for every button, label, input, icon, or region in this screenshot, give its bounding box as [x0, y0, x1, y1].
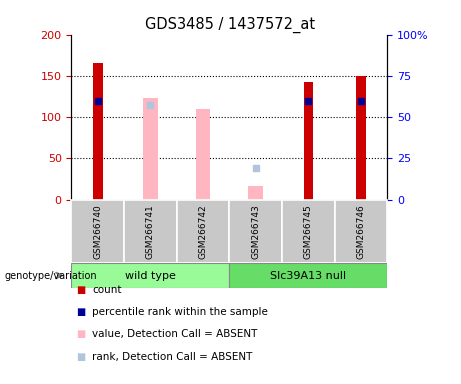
Text: ■: ■: [76, 329, 85, 339]
Bar: [248, 187, 263, 200]
Bar: [71, 263, 229, 288]
Text: Slc39A13 null: Slc39A13 null: [270, 270, 346, 281]
Bar: [124, 200, 177, 263]
Text: percentile rank within the sample: percentile rank within the sample: [92, 307, 268, 317]
Text: GSM266741: GSM266741: [146, 204, 155, 259]
Bar: [356, 76, 366, 200]
Bar: [177, 200, 229, 263]
Text: ■: ■: [76, 307, 85, 317]
Bar: [93, 63, 102, 200]
Text: GSM266746: GSM266746: [356, 204, 366, 259]
Text: ■: ■: [76, 285, 85, 295]
Text: value, Detection Call = ABSENT: value, Detection Call = ABSENT: [92, 329, 258, 339]
Text: count: count: [92, 285, 122, 295]
Bar: [143, 98, 158, 200]
Bar: [282, 200, 335, 263]
Text: genotype/variation: genotype/variation: [5, 270, 97, 281]
Text: ■: ■: [76, 352, 85, 362]
Text: wild type: wild type: [125, 270, 176, 281]
Bar: [303, 82, 313, 200]
Bar: [335, 200, 387, 263]
Bar: [229, 200, 282, 263]
Bar: [195, 109, 210, 200]
Text: GSM266742: GSM266742: [199, 204, 207, 259]
Text: GSM266745: GSM266745: [304, 204, 313, 259]
Text: GDS3485 / 1437572_at: GDS3485 / 1437572_at: [145, 17, 316, 33]
Text: GSM266740: GSM266740: [93, 204, 102, 259]
Text: rank, Detection Call = ABSENT: rank, Detection Call = ABSENT: [92, 352, 253, 362]
Text: GSM266743: GSM266743: [251, 204, 260, 259]
Bar: [71, 200, 124, 263]
Bar: [229, 263, 387, 288]
